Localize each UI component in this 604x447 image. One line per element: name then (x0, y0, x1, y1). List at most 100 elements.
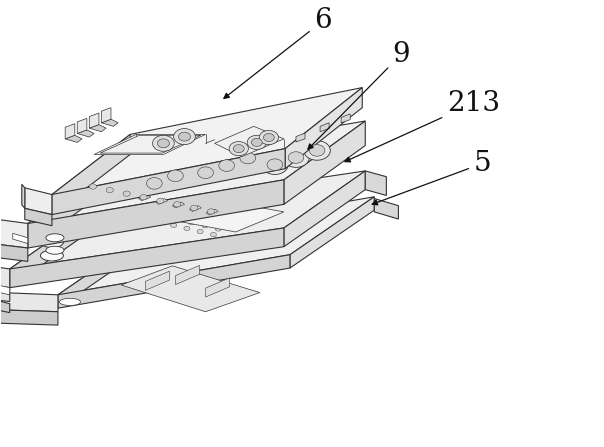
Polygon shape (341, 114, 350, 123)
Circle shape (288, 152, 304, 163)
Polygon shape (189, 206, 201, 211)
Circle shape (123, 205, 129, 209)
Circle shape (304, 141, 330, 160)
Polygon shape (58, 237, 143, 308)
Ellipse shape (46, 246, 64, 254)
Polygon shape (10, 171, 365, 269)
Circle shape (175, 217, 181, 222)
Polygon shape (220, 205, 236, 211)
Circle shape (234, 148, 261, 168)
Polygon shape (77, 118, 87, 134)
Polygon shape (52, 88, 362, 194)
Polygon shape (184, 199, 200, 205)
Circle shape (173, 202, 181, 207)
Circle shape (184, 226, 190, 231)
Polygon shape (65, 135, 82, 143)
Circle shape (267, 159, 283, 170)
Circle shape (162, 214, 169, 219)
Polygon shape (89, 125, 106, 132)
Ellipse shape (40, 237, 63, 248)
Polygon shape (25, 188, 52, 215)
Polygon shape (10, 212, 91, 288)
Circle shape (207, 209, 214, 214)
Polygon shape (28, 180, 284, 248)
Circle shape (96, 198, 102, 203)
Polygon shape (22, 184, 25, 208)
Circle shape (171, 223, 176, 228)
Circle shape (229, 142, 248, 156)
Polygon shape (365, 171, 387, 195)
Polygon shape (65, 124, 75, 139)
Circle shape (263, 134, 274, 142)
Polygon shape (290, 197, 374, 268)
Text: 9: 9 (308, 41, 410, 149)
Circle shape (168, 170, 183, 181)
Polygon shape (0, 266, 10, 288)
Circle shape (192, 163, 219, 182)
Polygon shape (0, 285, 10, 301)
Polygon shape (0, 309, 58, 325)
Polygon shape (0, 298, 10, 312)
Circle shape (89, 184, 97, 189)
Polygon shape (374, 198, 399, 219)
Ellipse shape (40, 250, 63, 261)
Circle shape (158, 139, 170, 148)
Polygon shape (13, 233, 28, 244)
Polygon shape (175, 266, 199, 285)
Circle shape (106, 187, 114, 193)
Polygon shape (52, 149, 285, 215)
Circle shape (188, 220, 194, 225)
Circle shape (131, 214, 137, 218)
Polygon shape (0, 285, 10, 295)
Text: 6: 6 (224, 7, 332, 98)
Polygon shape (320, 123, 329, 132)
Circle shape (213, 156, 240, 175)
Polygon shape (284, 171, 365, 247)
Circle shape (153, 135, 174, 152)
Circle shape (109, 202, 115, 206)
Circle shape (197, 229, 203, 234)
Polygon shape (10, 228, 284, 288)
Circle shape (247, 135, 266, 150)
Polygon shape (25, 208, 52, 226)
Polygon shape (94, 135, 205, 154)
Polygon shape (214, 127, 284, 156)
Polygon shape (77, 130, 94, 137)
Polygon shape (28, 164, 109, 248)
Circle shape (309, 145, 325, 156)
Text: 5: 5 (372, 150, 492, 205)
Polygon shape (58, 197, 374, 295)
Polygon shape (0, 244, 28, 261)
Polygon shape (139, 195, 151, 201)
Polygon shape (58, 255, 290, 308)
Circle shape (157, 198, 164, 203)
Polygon shape (156, 198, 168, 204)
Circle shape (215, 227, 221, 231)
Circle shape (173, 129, 195, 145)
Circle shape (140, 194, 147, 200)
Circle shape (198, 167, 213, 178)
Polygon shape (149, 194, 164, 200)
Polygon shape (296, 133, 305, 142)
Circle shape (210, 232, 216, 237)
Ellipse shape (46, 234, 64, 242)
Circle shape (91, 204, 97, 209)
Text: 213: 213 (345, 90, 500, 162)
Circle shape (162, 166, 188, 186)
Polygon shape (205, 278, 230, 297)
Polygon shape (100, 135, 201, 153)
Polygon shape (112, 189, 128, 194)
Circle shape (158, 220, 164, 224)
Polygon shape (52, 135, 130, 215)
Polygon shape (101, 108, 111, 123)
Circle shape (233, 145, 244, 152)
Circle shape (259, 131, 278, 145)
Polygon shape (88, 184, 100, 190)
Circle shape (149, 211, 155, 215)
Circle shape (178, 132, 190, 141)
Polygon shape (28, 121, 365, 224)
Circle shape (202, 224, 208, 228)
Polygon shape (121, 266, 260, 312)
Polygon shape (206, 209, 218, 215)
Circle shape (123, 191, 130, 196)
